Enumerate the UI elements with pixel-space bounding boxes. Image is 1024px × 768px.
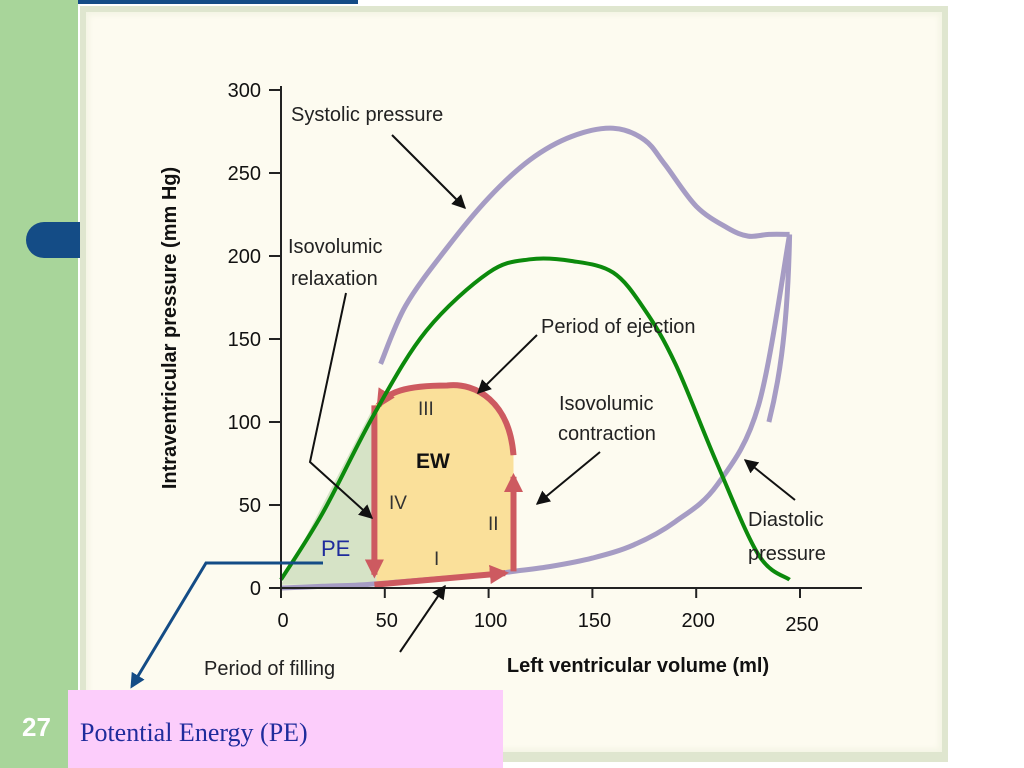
phase-label-II: II [488, 514, 499, 535]
x-tick-label: 50 [376, 610, 398, 632]
ew-loop-region [374, 385, 514, 585]
phase-I-arrow [374, 564, 510, 588]
phase-III-arrow [376, 382, 517, 456]
y-tick-label: 250 [228, 163, 261, 185]
pointer-isovolumic-relaxation [308, 292, 374, 519]
annotation-isovolumic-relaxation-2: relaxation [291, 268, 378, 290]
phase-label-I: I [434, 549, 439, 570]
x-tick-label: 150 [578, 610, 611, 632]
green-overlay-curve [279, 256, 791, 582]
pointer-period-of-filling [399, 584, 446, 653]
y-tick-label: 300 [228, 80, 261, 102]
x-tick-label: 0 [277, 610, 288, 632]
sidebar-tab-decoration [26, 222, 82, 258]
pe-label: PE [321, 536, 350, 561]
y-tick-label: 200 [228, 246, 261, 268]
phase-label-IV: IV [389, 493, 407, 514]
x-tick-label: 100 [474, 610, 507, 632]
y-axis-title: Intraventricular pressure (mm Hg) [159, 167, 181, 489]
pointer-diastolic-pressure [743, 459, 796, 501]
figure-panel [86, 12, 942, 752]
x-tick-label: 200 [682, 610, 715, 632]
diastolic-systolic-connector [766, 234, 793, 423]
slide-page-number: 27 [22, 712, 51, 742]
tick-labels: 0 50 100 150 200 250 300 0 50 100 150 200 250 [228, 80, 819, 636]
pe-callout-box: Potential Energy (PE) [68, 690, 503, 768]
y-tick-label: 100 [228, 412, 261, 434]
y-tick-label: 150 [228, 329, 261, 351]
pointer-period-of-ejection [477, 334, 538, 394]
pe-callout-connector [130, 561, 323, 689]
systolic-pressure-curve [378, 125, 790, 365]
annotation-systolic-pressure: Systolic pressure [291, 104, 443, 126]
pe-callout-text: Potential Energy (PE) [80, 718, 308, 747]
phase-label-III: III [418, 399, 434, 420]
chart-axes [269, 86, 862, 598]
annotation-isovolumic-contraction-1: Isovolumic [559, 393, 653, 415]
annotation-isovolumic-relaxation-1: Isovolumic [288, 236, 382, 258]
x-axis-title: Left ventricular volume (ml) [507, 655, 769, 677]
annotation-period-of-filling: Period of filling [204, 658, 335, 680]
y-tick-label: 0 [250, 578, 261, 600]
top-accent-rule [78, 0, 358, 4]
annotation-diastolic-pressure-2: pressure [748, 543, 826, 565]
pointer-isovolumic-contraction [535, 451, 601, 505]
x-tick-label: 250 [785, 614, 818, 636]
annotation-diastolic-pressure-1: Diastolic [748, 509, 824, 531]
annotation-isovolumic-contraction-2: contraction [558, 423, 656, 445]
pointer-systolic [391, 134, 466, 209]
y-tick-label: 50 [239, 495, 261, 517]
ew-label: EW [416, 450, 450, 473]
annotation-period-of-ejection: Period of ejection [541, 316, 696, 338]
slide-sidebar [0, 0, 78, 768]
